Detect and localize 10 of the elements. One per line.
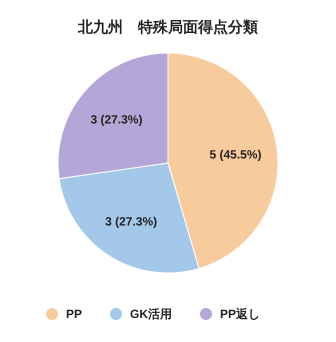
legend-label: PP返し [220, 307, 260, 321]
legend-item: PP [46, 307, 82, 321]
legend-label: PP [66, 307, 82, 321]
data-label: 3 (27.3%) [90, 112, 142, 126]
legend-item: GK活用 [110, 307, 172, 321]
legend-item: PP返し [200, 307, 260, 321]
title: 北九州 特殊局面得点分類 [78, 19, 258, 36]
legend-label: GK活用 [130, 307, 172, 321]
data-label: 3 (27.3%) [105, 214, 158, 228]
data-label: 5 (45.5%) [210, 147, 262, 162]
